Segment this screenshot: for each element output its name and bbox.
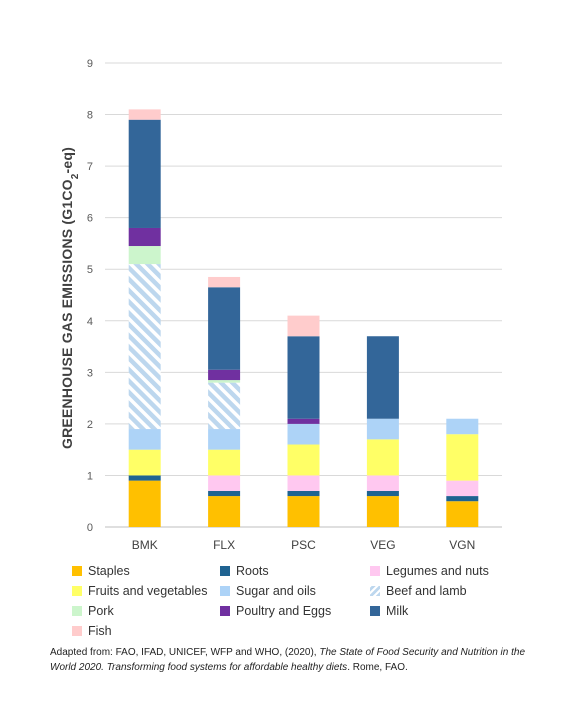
legend-label: Milk	[386, 604, 409, 618]
legend-item: Fruits and vegetables	[72, 582, 220, 600]
bar-segment-staples	[208, 496, 241, 527]
x-tick-labels: BMK FLX PSC VEG VGN	[132, 538, 476, 552]
legend-swatch	[220, 566, 230, 576]
legend-item: Milk	[370, 602, 530, 620]
source-suffix: . Rome, FAO.	[347, 662, 408, 673]
legend-item: Poultry and Eggs	[220, 602, 370, 620]
bar-segment-pork	[208, 380, 241, 383]
legend-label: Pork	[88, 604, 114, 618]
legend-swatch	[370, 586, 380, 596]
bar-segment-legumes-and-nuts	[366, 475, 399, 491]
y-tick-label: 3	[87, 367, 93, 379]
legend-item: Legumes and nuts	[370, 562, 530, 580]
bar-segment-fish	[208, 276, 241, 288]
bar-segment-fruits-and-vegetables	[287, 444, 320, 476]
x-tick-label: VEG	[370, 538, 395, 552]
legend-item: Staples	[72, 562, 220, 580]
legend-item: Sugar and oils	[220, 582, 370, 600]
bar-segment-roots	[366, 490, 399, 497]
y-tick-label: 4	[87, 316, 93, 328]
bar-segment-poultry-and-eggs	[208, 369, 241, 381]
bar-segment-poultry-and-eggs	[287, 418, 320, 424]
legend-label: Fish	[88, 624, 112, 638]
bar-segment-roots	[208, 490, 241, 497]
y-tick-label: 1	[87, 470, 93, 482]
legend-swatch	[72, 626, 82, 636]
legend-swatch	[370, 606, 380, 616]
y-tick-label: 5	[87, 264, 93, 276]
y-tick-label: 7	[87, 161, 93, 173]
bar-segment-milk	[208, 287, 241, 370]
legend-label: Poultry and Eggs	[236, 604, 332, 618]
bar-segment-legumes-and-nuts	[208, 475, 241, 491]
legend-item: Beef and lamb	[370, 582, 530, 600]
bar-segment-beef-and-lamb	[128, 264, 161, 430]
legend-swatch	[370, 566, 380, 576]
bar-segment-beef-and-lamb	[208, 382, 241, 430]
y-tick-label: 0	[87, 522, 93, 534]
bar-segment-sugar-and-oils	[446, 418, 479, 435]
bar-segment-milk	[287, 336, 320, 419]
legend-label: Legumes and nuts	[386, 564, 489, 578]
bar-segment-milk	[128, 119, 161, 228]
bar-segment-legumes-and-nuts	[446, 480, 479, 497]
bar-segment-staples	[446, 501, 479, 527]
bar-segment-poultry-and-eggs	[128, 227, 161, 247]
stacked-bar-chart: 0 1 2 3 4 5 6 7 8 9 BMK FLX PSC VEG VGN GREENHOUSE GA…	[59, 58, 502, 552]
bar-segment-sugar-and-oils	[366, 418, 399, 440]
y-axis-label: GREENHOUSE GAS EMISSIONS (G1CO2-eq)	[59, 147, 81, 449]
legend-label: Beef and lamb	[386, 584, 467, 598]
bar-segment-legumes-and-nuts	[287, 475, 320, 491]
x-tick-label: BMK	[132, 538, 158, 552]
legend-item: Roots	[220, 562, 370, 580]
bar-segment-staples	[128, 480, 161, 527]
bar-segment-roots	[287, 490, 320, 497]
bar-segment-staples	[287, 496, 320, 527]
bar-segment-milk	[366, 336, 399, 419]
y-tick-labels: 0 1 2 3 4 5 6 7 8 9	[87, 58, 93, 534]
source-prefix: Adapted from: FAO, IFAD, UNICEF, WFP and…	[50, 647, 320, 658]
x-tick-label: FLX	[213, 538, 235, 552]
y-tick-label: 6	[87, 213, 93, 225]
y-tick-label: 9	[87, 58, 93, 70]
bar-segment-staples	[366, 496, 399, 527]
x-tick-label: VGN	[449, 538, 475, 552]
x-tick-label: PSC	[291, 538, 316, 552]
legend-swatch	[220, 586, 230, 596]
bar-segment-fish	[287, 315, 320, 337]
bar-segment-fruits-and-vegetables	[446, 434, 479, 481]
legend-swatch	[72, 606, 82, 616]
source-note: Adapted from: FAO, IFAD, UNICEF, WFP and…	[50, 645, 530, 675]
bar-segment-sugar-and-oils	[208, 429, 241, 450]
bar-segment-fruits-and-vegetables	[366, 439, 399, 476]
legend-swatch	[220, 606, 230, 616]
legend-label: Fruits and vegetables	[88, 584, 208, 598]
source-title: The State of Food Security and Nutrition…	[50, 647, 526, 673]
bar-segment-pork	[128, 246, 161, 265]
bar-segment-fish	[128, 109, 161, 120]
bar-segment-roots	[128, 475, 161, 481]
legend-label: Sugar and oils	[236, 584, 316, 598]
bars	[128, 109, 479, 527]
bar-segment-fruits-and-vegetables	[208, 449, 241, 476]
legend-swatch	[72, 586, 82, 596]
bar-segment-roots	[446, 496, 479, 502]
bar-segment-sugar-and-oils	[287, 423, 320, 445]
legend-label: Roots	[236, 564, 269, 578]
bar-segment-sugar-and-oils	[128, 429, 161, 450]
y-tick-label: 8	[87, 110, 93, 122]
y-tick-label: 2	[87, 419, 93, 431]
legend-item: Pork	[72, 602, 220, 620]
legend: Staples Roots Legumes and nuts Fruits and v…	[72, 562, 532, 640]
legend-label: Staples	[88, 564, 130, 578]
legend-swatch	[72, 566, 82, 576]
bar-segment-fruits-and-vegetables	[128, 449, 161, 476]
legend-item: Fish	[72, 622, 220, 640]
